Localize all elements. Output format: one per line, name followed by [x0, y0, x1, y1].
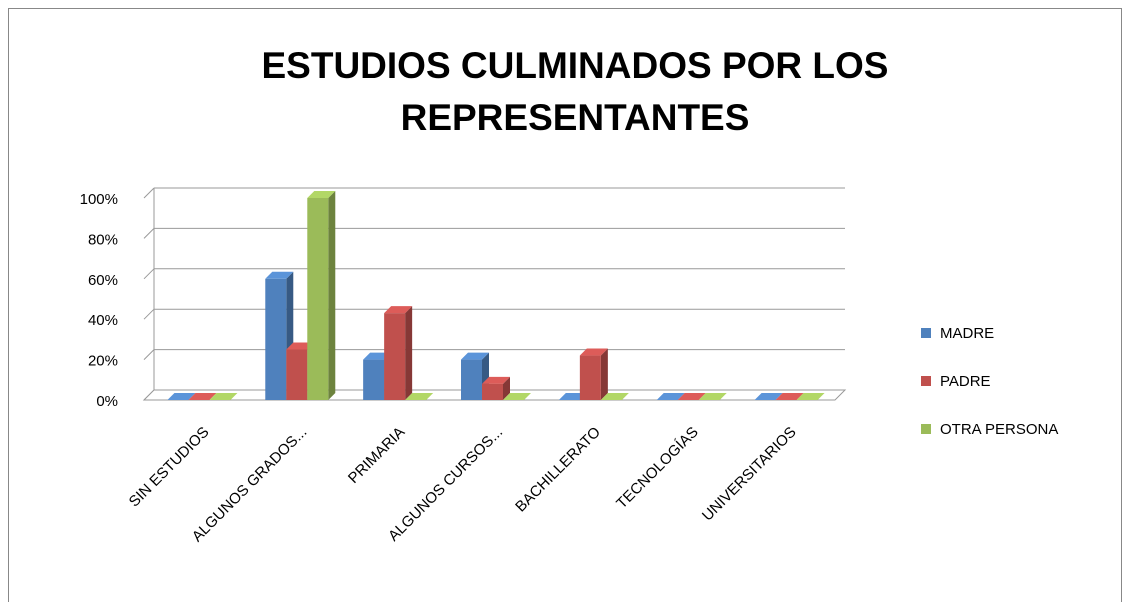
- legend-swatch: [921, 328, 931, 338]
- bar-top: [384, 306, 413, 314]
- bar: [286, 349, 308, 400]
- bar-top: [775, 393, 804, 400]
- bar: [307, 198, 329, 400]
- bar-top: [677, 393, 706, 400]
- bar-top: [209, 393, 238, 400]
- y-tick-label: 80%: [88, 231, 118, 248]
- legend-label: MADRE: [940, 325, 994, 342]
- bar-top: [503, 393, 531, 400]
- x-tick-label: ALGUNOS CURSOS...: [385, 424, 506, 545]
- bar-top: [307, 191, 336, 198]
- x-tick-label: ALGUNOS GRADOS...: [189, 424, 311, 546]
- chart-border: [8, 8, 1122, 602]
- x-tick-label: BACHILLERATO: [512, 424, 604, 516]
- bar-top: [167, 393, 196, 400]
- grid-line-side: [143, 268, 155, 280]
- bar-top: [265, 271, 294, 279]
- legend-label: PADRE: [940, 373, 991, 390]
- bar-top: [698, 393, 727, 400]
- grid-line-side: [143, 228, 155, 239]
- bar-side: [328, 191, 336, 400]
- bar: [579, 355, 601, 400]
- bar-side: [503, 376, 510, 400]
- bar-top: [461, 352, 489, 360]
- bar: [384, 313, 406, 400]
- bar-side: [405, 306, 413, 400]
- grid-line-side: [143, 187, 155, 199]
- legend-label: OTRA PERSONA: [940, 421, 1058, 438]
- bar-top: [188, 393, 217, 400]
- x-tick-label: PRIMARIA: [345, 424, 408, 487]
- legend-swatch: [921, 424, 931, 434]
- x-tick-label: UNIVERSITARIOS: [699, 424, 800, 525]
- bar: [482, 383, 503, 400]
- bar-top: [600, 393, 629, 400]
- bar-top: [482, 376, 510, 384]
- bar-top: [405, 393, 434, 400]
- grid-line-side: [143, 349, 155, 360]
- bar-top: [656, 393, 685, 400]
- x-tick-label: TECNOLOGÍAS: [613, 424, 702, 513]
- y-tick-label: 0%: [96, 393, 118, 410]
- y-tick-label: 40%: [88, 312, 118, 329]
- y-tick-label: 100%: [80, 191, 118, 208]
- chart-title: ESTUDIOS CULMINADOS POR LOS REPRESENTANT…: [261, 45, 889, 138]
- y-tick-label: 60%: [88, 272, 118, 289]
- bar: [461, 359, 482, 400]
- bar-side: [600, 348, 608, 400]
- y-tick-label: 20%: [88, 353, 118, 370]
- bar: [265, 278, 287, 400]
- grid-line-side: [143, 308, 155, 320]
- bar: [363, 359, 385, 400]
- bar-top: [754, 393, 783, 400]
- bar-top: [796, 393, 825, 400]
- bar-top: [579, 348, 608, 356]
- legend-swatch: [921, 376, 931, 386]
- x-tick-label: SIN ESTUDIOS: [126, 424, 213, 511]
